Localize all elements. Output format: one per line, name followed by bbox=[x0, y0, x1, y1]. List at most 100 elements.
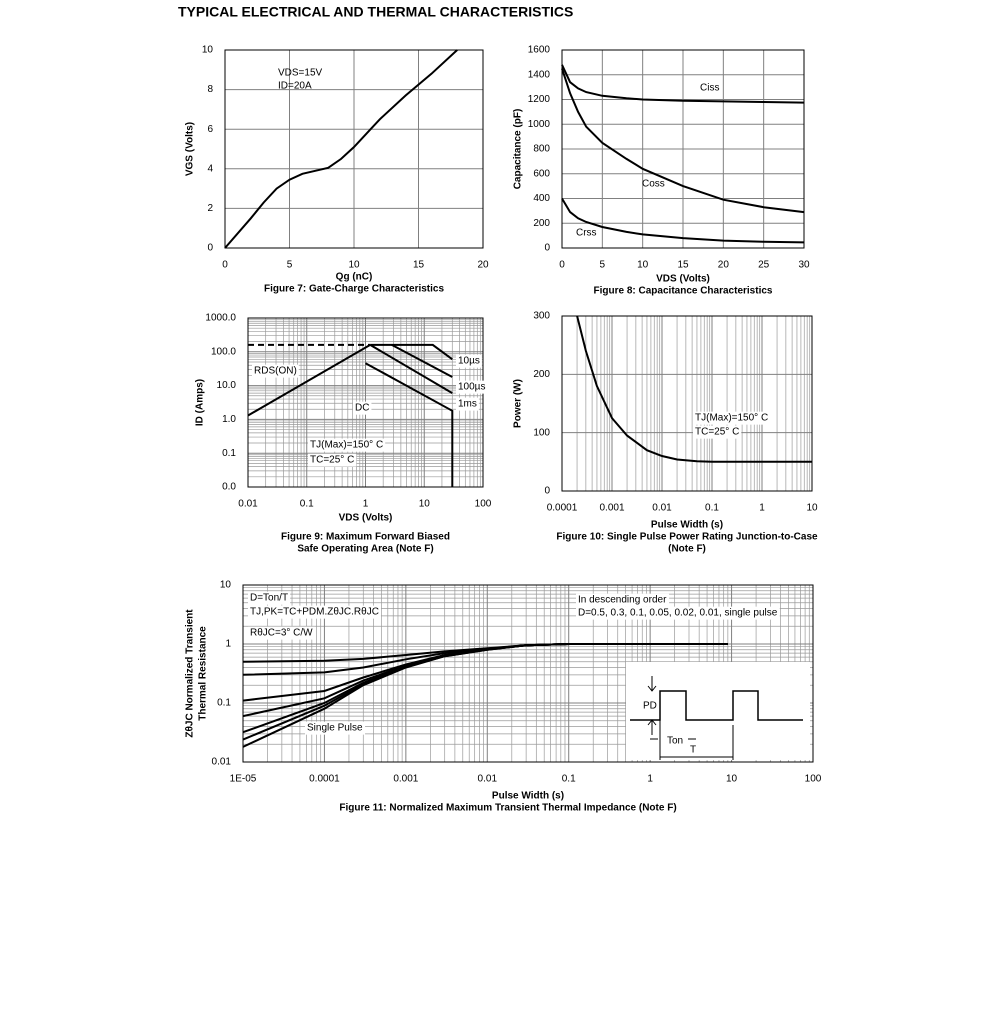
y-axis-label: ZθJC Normalized Transient bbox=[185, 609, 196, 738]
label-background bbox=[456, 354, 482, 368]
y-tick-label: 800 bbox=[533, 144, 550, 155]
label-background bbox=[693, 411, 771, 425]
series-label: Crss bbox=[576, 228, 597, 239]
y-tick-label: 100.0 bbox=[211, 346, 236, 357]
x-tick-label: 1 bbox=[647, 774, 653, 785]
x-tick-label: 20 bbox=[477, 260, 489, 271]
y-tick-label: 0 bbox=[207, 243, 213, 254]
annotation: D=Ton/T bbox=[250, 593, 288, 604]
label-background bbox=[456, 380, 488, 394]
x-tick-label: 0 bbox=[222, 260, 228, 271]
inset-label: T bbox=[690, 745, 696, 756]
plot-frame bbox=[247, 317, 484, 488]
x-tick-label: 15 bbox=[677, 260, 689, 271]
x-tick-label: 1E-05 bbox=[230, 774, 257, 785]
y-tick-label: 300 bbox=[533, 311, 550, 322]
x-tick-label: 10 bbox=[348, 260, 360, 271]
y-tick-label: 1000 bbox=[528, 119, 551, 130]
x-tick-label: 10 bbox=[419, 499, 431, 510]
x-tick-label: 0.01 bbox=[238, 499, 258, 510]
inset-arrows bbox=[647, 676, 734, 760]
annotation: D=0.5, 0.3, 0.1, 0.05, 0.02, 0.01, singl… bbox=[578, 608, 778, 619]
x-tick-label: 20 bbox=[718, 260, 730, 271]
x-tick-label: 0.01 bbox=[478, 774, 498, 785]
y-tick-label: 1 bbox=[225, 639, 231, 650]
series-line bbox=[576, 315, 812, 463]
label-background bbox=[248, 626, 316, 640]
x-tick-label: 15 bbox=[413, 260, 425, 271]
x-tick-label: 0.001 bbox=[393, 774, 418, 785]
x-axis-label: Qg (nC) bbox=[336, 272, 373, 283]
x-tick-label: 100 bbox=[475, 499, 492, 510]
y-tick-label: 0.1 bbox=[222, 448, 236, 459]
y-tick-label: 1.0 bbox=[222, 414, 236, 425]
series-line bbox=[561, 68, 805, 214]
annotation: TJ(Max)=150° C bbox=[695, 413, 768, 424]
inset-box bbox=[626, 662, 810, 760]
label-background bbox=[308, 453, 357, 467]
annotation: VDS=15V bbox=[278, 68, 323, 79]
x-axis-label: Pulse Width (s) bbox=[651, 520, 723, 531]
annotation: TC=25° C bbox=[310, 455, 354, 466]
series-line bbox=[365, 362, 454, 487]
pulse-inset bbox=[626, 662, 810, 760]
annotation: RθJC=3° C/W bbox=[250, 628, 313, 639]
x-tick-label: 25 bbox=[758, 260, 770, 271]
y-tick-label: 1600 bbox=[528, 45, 551, 56]
y-tick-label: 200 bbox=[533, 369, 550, 380]
series-line bbox=[224, 49, 458, 249]
plot-frame bbox=[242, 584, 814, 763]
y-axis-label: VGS (Volts) bbox=[185, 122, 196, 176]
chart-title: Figure 9: Maximum Forward Biased bbox=[281, 532, 450, 543]
x-tick-label: 5 bbox=[600, 260, 606, 271]
y-tick-label: 2 bbox=[207, 203, 213, 214]
label-background bbox=[456, 397, 479, 411]
series-label: 10µs bbox=[458, 356, 480, 367]
x-tick-label: 1 bbox=[759, 503, 765, 514]
y-tick-label: 4 bbox=[207, 163, 213, 174]
y-axis-label: Power (W) bbox=[513, 379, 524, 428]
plot-frame bbox=[561, 315, 813, 492]
label-background bbox=[693, 425, 742, 439]
series-line bbox=[370, 343, 453, 361]
x-tick-label: 0.0001 bbox=[547, 503, 578, 514]
label-background bbox=[353, 401, 372, 415]
x-axis-label: VDS (Volts) bbox=[656, 274, 710, 285]
y-tick-label: 0 bbox=[544, 486, 550, 497]
y-tick-label: 600 bbox=[533, 168, 550, 179]
annotation: TC=25° C bbox=[695, 427, 739, 438]
y-axis-label: Thermal Resistance bbox=[198, 626, 209, 721]
x-tick-label: 10 bbox=[726, 774, 738, 785]
y-tick-label: 0.01 bbox=[212, 757, 232, 768]
label-background bbox=[576, 606, 780, 620]
series-line bbox=[369, 344, 453, 394]
x-tick-label: 0.0001 bbox=[309, 774, 340, 785]
x-axis-label: VDS (Volts) bbox=[339, 513, 393, 524]
x-tick-label: 1 bbox=[363, 499, 369, 510]
series-label: 1ms bbox=[458, 399, 477, 410]
annotation: Single Pulse bbox=[307, 723, 363, 734]
y-tick-label: 10 bbox=[220, 580, 232, 591]
y-axis-label: ID (Amps) bbox=[195, 379, 206, 426]
label-background bbox=[248, 605, 381, 619]
x-tick-label: 0 bbox=[559, 260, 565, 271]
x-tick-label: 5 bbox=[287, 260, 293, 271]
y-tick-label: 10 bbox=[202, 45, 214, 56]
series-label: Coss bbox=[642, 179, 665, 190]
series-line bbox=[242, 643, 728, 748]
annotation: TJ,PK=TC+PDM.ZθJC.RθJC bbox=[250, 607, 379, 618]
inset-label: Ton bbox=[667, 736, 683, 747]
y-tick-label: 1400 bbox=[528, 69, 551, 80]
y-tick-label: 400 bbox=[533, 193, 550, 204]
x-tick-label: 0.001 bbox=[599, 503, 624, 514]
y-tick-label: 0.1 bbox=[217, 698, 231, 709]
y-tick-label: 0.0 bbox=[222, 482, 236, 493]
y-tick-label: 100 bbox=[533, 427, 550, 438]
chart-title: Figure 11: Normalized Maximum Transient … bbox=[339, 803, 676, 814]
annotation: In descending order bbox=[578, 595, 667, 606]
x-tick-label: 10 bbox=[637, 260, 649, 271]
x-tick-label: 10 bbox=[806, 503, 818, 514]
label-background bbox=[252, 364, 299, 378]
